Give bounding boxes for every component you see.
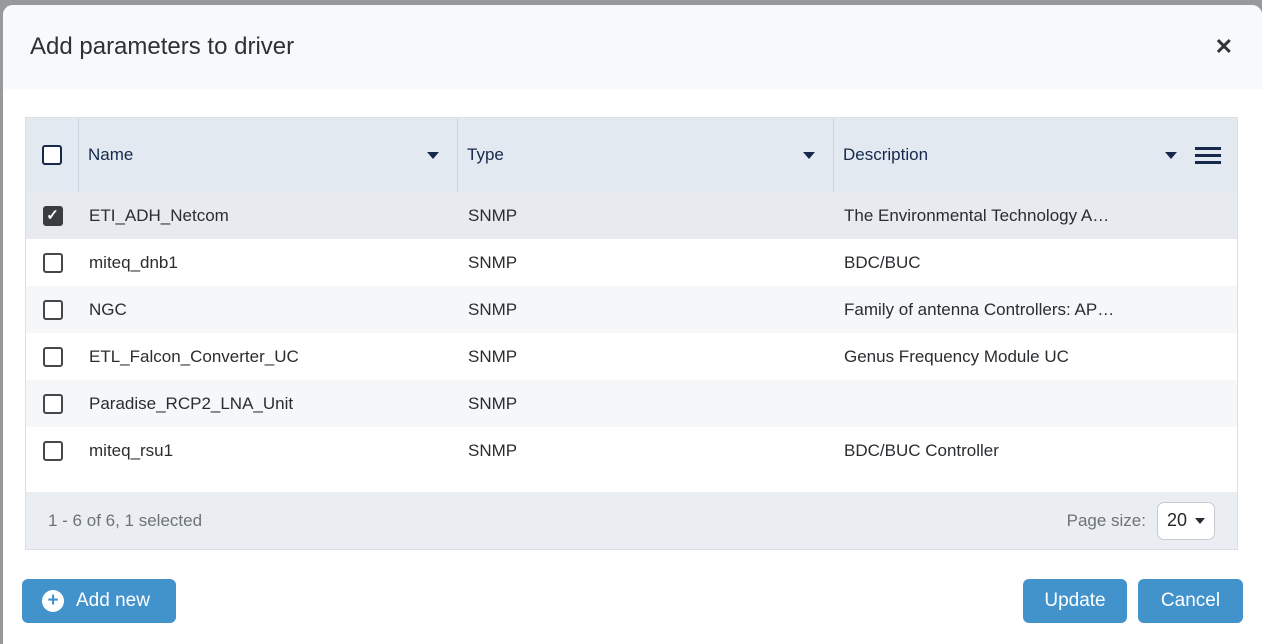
- add-new-button[interactable]: + Add new: [22, 579, 176, 623]
- column-header-label: Type: [467, 145, 504, 164]
- dialog-title: Add parameters to driver: [30, 33, 295, 60]
- page-size-select[interactable]: 20: [1157, 501, 1215, 540]
- select-all-checkbox[interactable]: [42, 145, 62, 165]
- row-name-cell: miteq_rsu1: [89, 440, 174, 460]
- row-checkbox-cell: ✓: [26, 333, 79, 380]
- row-checkbox-cell: ✓: [26, 380, 79, 427]
- plus-circle-icon: +: [42, 590, 64, 612]
- row-checkbox[interactable]: ✓: [42, 299, 63, 320]
- row-checkbox[interactable]: ✓: [42, 205, 63, 226]
- row-checkbox-cell: ✓: [26, 286, 79, 333]
- column-header-description[interactable]: Description: [834, 118, 1237, 192]
- table-body-filler: [26, 474, 1237, 492]
- header-select-all-cell: [26, 118, 79, 192]
- confirm-actions: Update Cancel: [1023, 579, 1243, 623]
- chevron-down-icon[interactable]: [427, 151, 439, 159]
- dialog-titlebar: Add parameters to driver ✕: [3, 5, 1262, 89]
- row-type-cell: SNMP: [468, 346, 518, 366]
- column-header-label: Name: [88, 145, 134, 164]
- row-description-cell: The Environmental Technology A…: [844, 206, 1110, 225]
- row-type-cell: SNMP: [468, 299, 518, 319]
- chevron-down-icon: [1195, 517, 1206, 524]
- row-type-cell: SNMP: [468, 205, 518, 225]
- parameters-table: Name Type Description ✓ ETI_ADH_Netcom: [25, 117, 1238, 550]
- table-row[interactable]: ✓ Paradise_RCP2_LNA_Unit SNMP: [26, 380, 1237, 427]
- row-checkbox[interactable]: ✓: [42, 440, 63, 461]
- row-checkbox[interactable]: ✓: [42, 393, 63, 414]
- cancel-button[interactable]: Cancel: [1138, 579, 1243, 623]
- row-checkbox-cell: ✓: [26, 427, 79, 474]
- table-row[interactable]: ✓ ETI_ADH_Netcom SNMP The Environmental …: [26, 192, 1237, 239]
- table-row[interactable]: ✓ NGC SNMP Family of antenna Controllers…: [26, 286, 1237, 333]
- row-type-cell: SNMP: [468, 252, 518, 272]
- column-menu-icon[interactable]: [1195, 143, 1221, 168]
- row-name-cell: ETI_ADH_Netcom: [89, 205, 229, 225]
- row-description-cell: [834, 380, 1237, 427]
- row-name-cell: Paradise_RCP2_LNA_Unit: [89, 393, 294, 413]
- row-type-cell: SNMP: [468, 440, 518, 460]
- add-parameters-dialog: Add parameters to driver ✕ Name Type Des…: [3, 5, 1262, 644]
- table-row[interactable]: ✓ miteq_rsu1 SNMP BDC/BUC Controller: [26, 427, 1237, 474]
- table-body: ✓ ETI_ADH_Netcom SNMP The Environmental …: [26, 192, 1237, 474]
- row-checkbox-cell: ✓: [26, 239, 79, 286]
- page-size-label: Page size:: [1066, 510, 1146, 530]
- row-description-cell: BDC/BUC: [844, 253, 921, 272]
- table-footer: 1 - 6 of 6, 1 selected Page size: 20: [26, 492, 1237, 549]
- chevron-down-icon[interactable]: [1165, 151, 1177, 159]
- page-size-control: Page size: 20: [1066, 501, 1215, 540]
- add-new-label: Add new: [76, 590, 150, 611]
- row-description-cell: Genus Frequency Module UC: [844, 347, 1069, 366]
- row-name-cell: miteq_dnb1: [89, 252, 178, 272]
- chevron-down-icon[interactable]: [803, 151, 815, 159]
- table-header-row: Name Type Description: [26, 118, 1237, 192]
- dialog-actions: + Add new Update Cancel: [22, 579, 1243, 623]
- table-row[interactable]: ✓ ETL_Falcon_Converter_UC SNMP Genus Fre…: [26, 333, 1237, 380]
- pagination-summary: 1 - 6 of 6, 1 selected: [48, 510, 203, 530]
- row-type-cell: SNMP: [468, 393, 518, 413]
- update-button[interactable]: Update: [1023, 579, 1127, 623]
- row-name-cell: ETL_Falcon_Converter_UC: [89, 346, 299, 366]
- row-description-cell: Family of antenna Controllers: AP…: [844, 300, 1115, 319]
- column-header-type[interactable]: Type: [458, 118, 834, 192]
- close-icon[interactable]: ✕: [1214, 34, 1233, 59]
- row-checkbox-cell: ✓: [26, 192, 79, 239]
- column-header-label: Description: [843, 145, 929, 164]
- row-checkbox[interactable]: ✓: [42, 346, 63, 367]
- check-icon: ✓: [46, 207, 59, 224]
- column-header-name[interactable]: Name: [79, 118, 458, 192]
- page-size-value: 20: [1166, 510, 1188, 530]
- row-name-cell: NGC: [89, 299, 127, 319]
- table-row[interactable]: ✓ miteq_dnb1 SNMP BDC/BUC: [26, 239, 1237, 286]
- row-checkbox[interactable]: ✓: [42, 252, 63, 273]
- row-description-cell: BDC/BUC Controller: [844, 441, 999, 460]
